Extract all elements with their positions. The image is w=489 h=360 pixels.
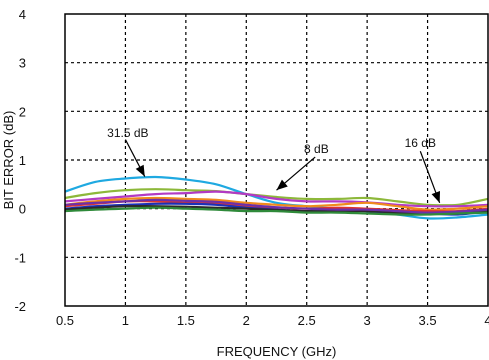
series-line-1 bbox=[64, 175, 489, 220]
series-line-4 bbox=[64, 196, 489, 211]
y-tick-label: 0 bbox=[19, 202, 26, 217]
series-line-9 bbox=[64, 206, 489, 216]
annotation-label: 8 dB bbox=[304, 142, 329, 156]
y-tick-label: 3 bbox=[19, 56, 26, 71]
y-tick-label: -2 bbox=[14, 299, 26, 314]
x-tick-label: 3.5 bbox=[419, 313, 437, 328]
annotation-label: 16 dB bbox=[405, 136, 436, 150]
annotations: 31.5 dB 8 dB 16 dB bbox=[107, 126, 441, 204]
annotation-arrowhead bbox=[276, 179, 288, 191]
y-tick-label: 1 bbox=[19, 153, 26, 168]
series-line-3 bbox=[64, 190, 489, 208]
x-tick-label: 2.5 bbox=[298, 313, 316, 328]
plot-frame bbox=[64, 13, 489, 307]
y-tick-label: -1 bbox=[14, 250, 26, 265]
annotation-arrowhead bbox=[135, 164, 145, 177]
annotation-label: 31.5 dB bbox=[107, 126, 148, 140]
x-tick-label: 4 bbox=[484, 313, 489, 328]
series-group bbox=[64, 175, 489, 220]
x-tick-label: 3 bbox=[364, 313, 371, 328]
y-tick-label: 2 bbox=[19, 104, 26, 119]
x-axis-label: FREQUENCY (GHz) bbox=[217, 344, 337, 359]
series-line-8 bbox=[64, 198, 489, 214]
annotation-arrowhead bbox=[431, 190, 441, 203]
y-tick-label: 4 bbox=[19, 7, 26, 22]
x-tick-label: 2 bbox=[243, 313, 250, 328]
grid bbox=[65, 14, 488, 306]
x-tick-labels: 0.5 1 1.5 2 2.5 3 3.5 4 bbox=[56, 313, 489, 328]
x-tick-label: 1 bbox=[122, 313, 129, 328]
x-tick-label: 0.5 bbox=[56, 313, 74, 328]
y-tick-labels: -2 -1 0 1 2 3 4 bbox=[14, 7, 26, 314]
x-tick-label: 1.5 bbox=[177, 313, 195, 328]
y-axis-label: BIT ERROR (dB) bbox=[1, 111, 16, 210]
series-line-2 bbox=[64, 188, 489, 207]
